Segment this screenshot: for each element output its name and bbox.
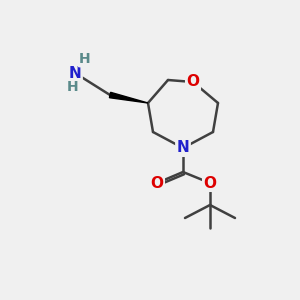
Text: O: O <box>203 176 217 190</box>
Text: O: O <box>187 74 200 89</box>
Text: N: N <box>69 65 81 80</box>
Text: N: N <box>177 140 189 155</box>
Text: H: H <box>67 80 79 94</box>
Polygon shape <box>110 92 148 103</box>
Text: H: H <box>79 52 91 66</box>
Text: O: O <box>151 176 164 190</box>
